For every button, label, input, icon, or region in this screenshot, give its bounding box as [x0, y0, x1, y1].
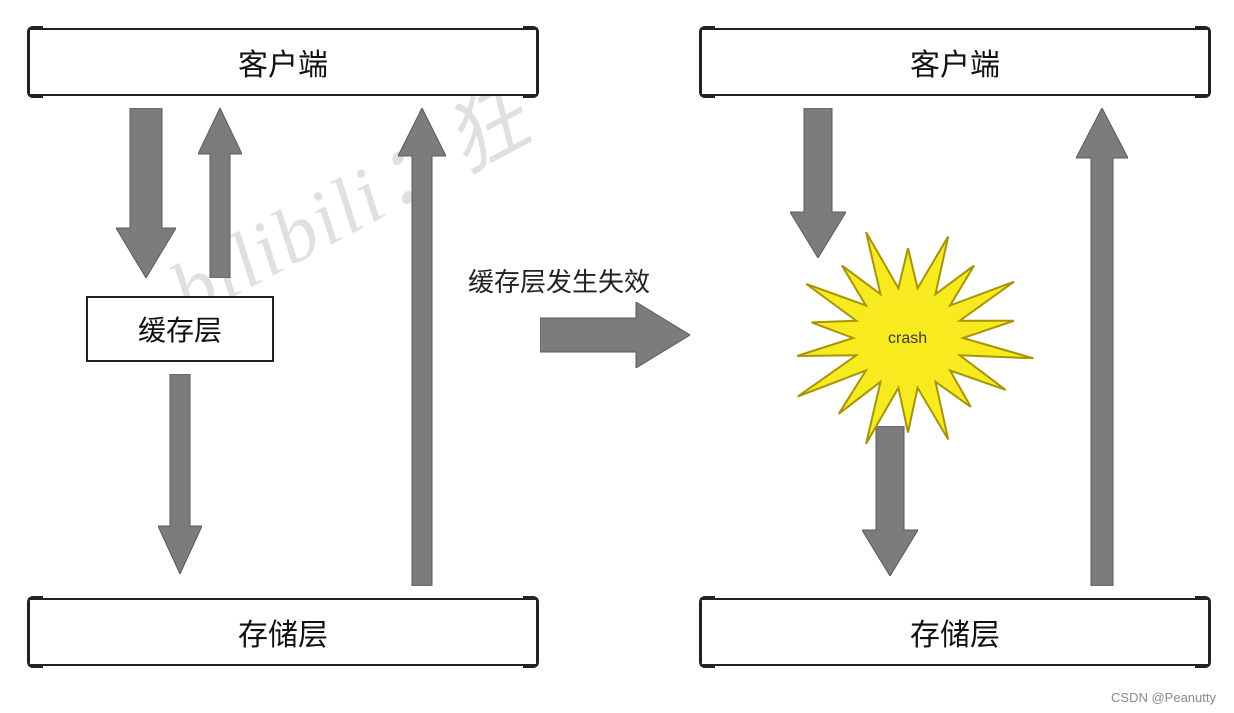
- left-cache-label: 缓存层: [138, 309, 222, 349]
- right-storage-box: 存储层: [700, 598, 1210, 666]
- left-client-box: 客户端: [28, 28, 538, 96]
- left-storage-label: 存储层: [238, 610, 328, 654]
- center-transition-label: 缓存层发生失效: [468, 262, 650, 299]
- arrow-left-cache-to-storage-down: [158, 374, 202, 574]
- left-cache-box: 缓存层: [86, 296, 274, 362]
- arrow-right-storage-to-client-up: [1076, 108, 1128, 586]
- arrow-left-storage-to-client-up: [398, 108, 446, 586]
- right-storage-label: 存储层: [910, 610, 1000, 654]
- right-client-box: 客户端: [700, 28, 1210, 96]
- diagram-stage: bilibili：狂 客户端 缓存层 存储层 客户端 存储层 缓存层发生失效: [0, 0, 1234, 713]
- left-storage-box: 存储层: [28, 598, 538, 666]
- crash-label: crash: [888, 330, 927, 348]
- left-client-label: 客户端: [238, 40, 328, 84]
- credit-text: CSDN @Peanutty: [1111, 690, 1216, 705]
- arrow-center-transition: [540, 302, 690, 368]
- arrow-left-client-to-cache-down: [116, 108, 176, 278]
- right-client-label: 客户端: [910, 40, 1000, 84]
- arrow-left-cache-to-client-up: [198, 108, 242, 278]
